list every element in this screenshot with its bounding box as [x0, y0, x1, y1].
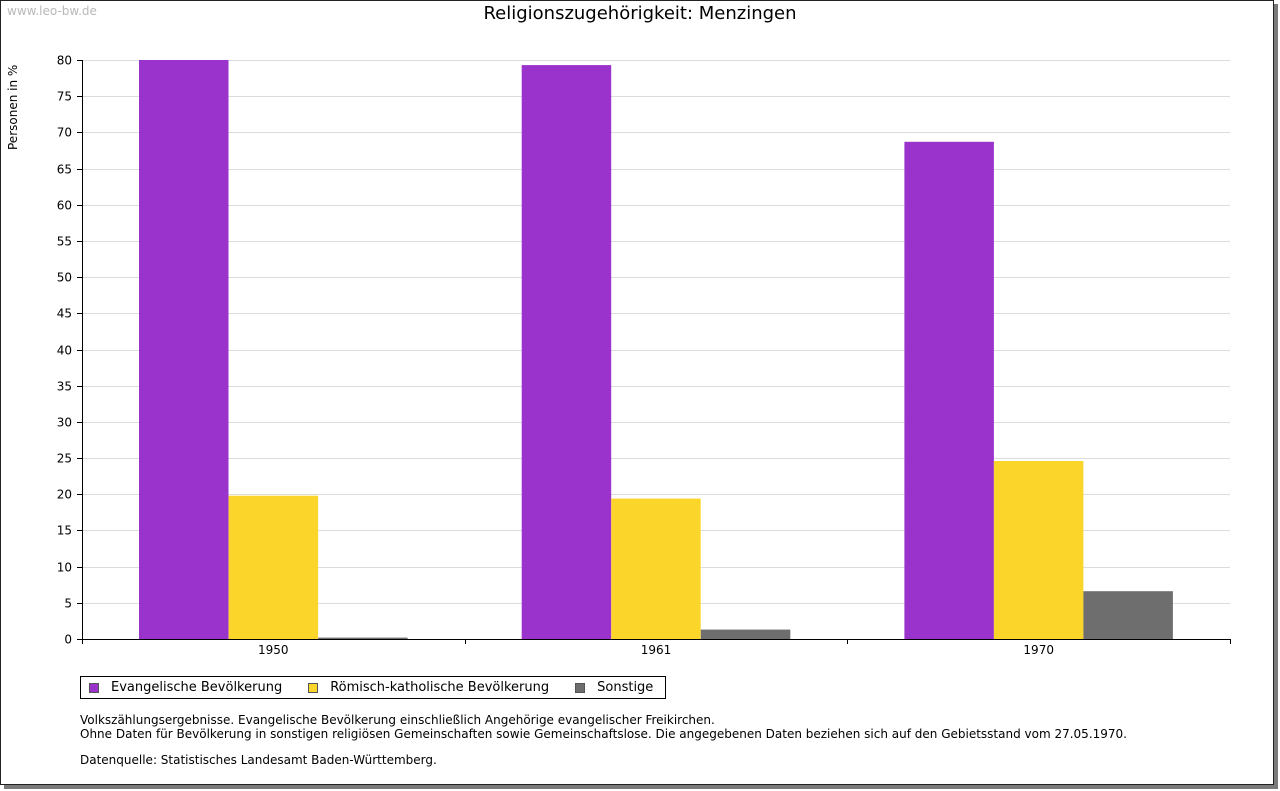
axes: 0 5 10 15 20 25 30 35 40 45 50 55 60 65 70 75 80 1950 1961…	[57, 54, 1231, 657]
bar	[139, 60, 229, 639]
chart-title: Religionszugehörigkeit: Menzingen	[483, 3, 797, 24]
bar	[228, 495, 319, 639]
bar	[993, 461, 1084, 639]
y-tick-label: 60	[57, 199, 72, 213]
legend-item: Evangelische Bevölkerung	[89, 680, 282, 695]
data-source: Datenquelle: Statistisches Landesamt Bad…	[80, 753, 437, 767]
y-tick-label: 80	[57, 54, 72, 68]
bars	[139, 60, 1173, 640]
x-tick-label: 1970	[1023, 643, 1054, 657]
y-tick-label: 10	[57, 561, 72, 575]
legend-item: Sonstige	[575, 680, 653, 695]
legend-item: Römisch-katholische Bevölkerung	[308, 680, 549, 695]
legend: Evangelische Bevölkerung Römisch-katholis…	[80, 676, 667, 699]
y-tick-label: 25	[57, 452, 72, 466]
y-tick-label: 50	[57, 271, 72, 285]
bar	[611, 498, 701, 639]
y-tick-label: 0	[64, 633, 72, 647]
legend-swatch	[308, 682, 319, 693]
note-line-1: Volkszählungsergebnisse. Evangelische Be…	[80, 713, 715, 727]
y-tick-label: 70	[57, 126, 72, 140]
legend-label: Römisch-katholische Bevölkerung	[330, 680, 550, 695]
bar	[521, 65, 612, 640]
legend-swatch	[575, 682, 586, 693]
bar	[1083, 591, 1173, 639]
y-tick-label: 20	[57, 488, 72, 502]
y-tick-label: 45	[57, 307, 72, 321]
y-tick-label: 15	[57, 524, 72, 538]
bar	[318, 637, 408, 639]
note-line-2: Ohne Daten für Bevölkerung in sonstigen …	[80, 727, 1127, 741]
y-tick-label: 30	[57, 416, 72, 430]
bar	[700, 629, 791, 639]
footnotes: Volkszählungsergebnisse. Evangelische Be…	[80, 713, 1127, 767]
legend-label: Evangelische Bevölkerung	[111, 680, 283, 695]
legend-label: Sonstige	[597, 680, 654, 695]
x-tick-label: 1950	[258, 643, 289, 657]
x-tick-label: 1961	[641, 643, 672, 657]
y-axis-label: Personen in %	[6, 65, 20, 150]
y-tick-label: 65	[57, 163, 72, 177]
y-tick-label: 5	[64, 597, 72, 611]
legend-swatch	[89, 682, 99, 693]
y-tick-label: 75	[57, 90, 72, 104]
y-tick-label: 40	[57, 344, 72, 358]
y-tick-label: 55	[57, 235, 72, 249]
watermark: www.leo-bw.de	[7, 4, 97, 18]
y-tick-label: 35	[57, 380, 72, 394]
bar	[904, 141, 994, 640]
